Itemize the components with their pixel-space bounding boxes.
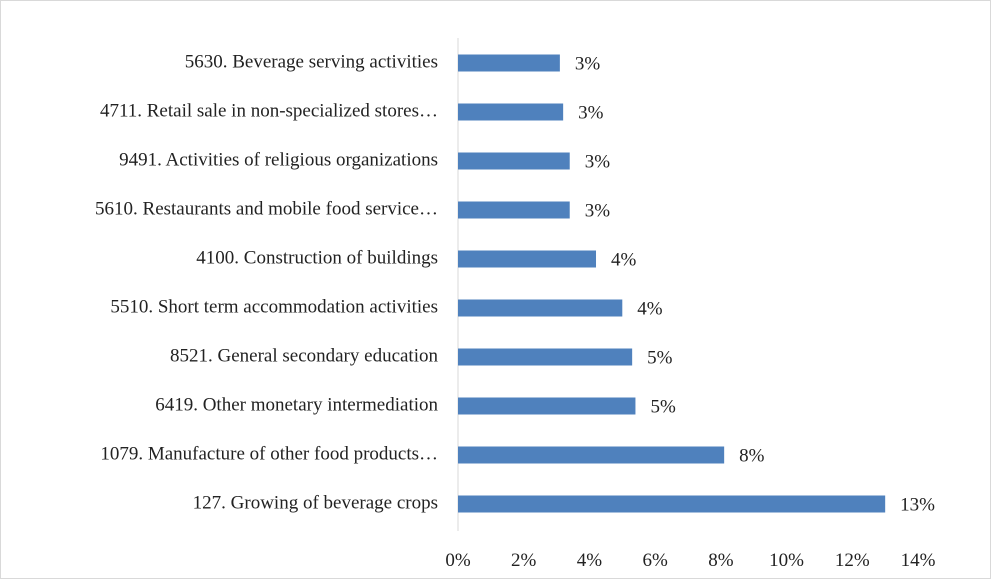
category-label: 9491. Activities of religious organizati… [119, 149, 438, 170]
category-label: 4100. Construction of buildings [196, 247, 438, 268]
bar [458, 397, 636, 415]
x-tick-label: 12% [835, 550, 870, 571]
x-tick-label: 8% [708, 550, 734, 571]
x-tick-label: 4% [577, 550, 603, 571]
bars [458, 54, 886, 513]
data-label: 3% [585, 151, 611, 172]
category-label: 5510. Short term accommodation activitie… [110, 296, 438, 317]
bar [458, 495, 886, 513]
x-tick-label: 10% [769, 550, 804, 571]
data-label: 3% [585, 200, 611, 221]
category-label: 127. Growing of beverage crops [193, 492, 438, 513]
x-tick-label: 0% [445, 550, 471, 571]
data-label: 3% [578, 102, 604, 123]
data-labels: 3% 3% 3% 3% 4% 4% 5% 5% 8% 13% [575, 53, 935, 515]
bar [458, 152, 570, 170]
x-tick-label: 2% [511, 550, 537, 571]
data-label: 13% [900, 494, 935, 515]
data-label: 5% [650, 396, 676, 417]
x-tick-label: 6% [642, 550, 668, 571]
category-label: 6419. Other monetary intermediation [155, 394, 438, 415]
bar [458, 54, 560, 72]
category-label: 5610. Restaurants and mobile food servic… [95, 198, 438, 219]
bar [458, 103, 564, 121]
x-axis-tick-labels: 0% 2% 4% 6% 8% 10% 12% 14% [445, 550, 935, 571]
bar [458, 201, 570, 219]
data-label: 4% [637, 298, 663, 319]
bar [458, 299, 623, 317]
bar [458, 446, 725, 464]
bar [458, 250, 597, 268]
category-label: 5630. Beverage serving activities [185, 51, 438, 72]
category-label: 1079. Manufacture of other food products… [100, 443, 438, 464]
category-label: 4711. Retail sale in non-specialized sto… [100, 100, 438, 121]
bar [458, 348, 633, 366]
data-label: 4% [611, 249, 637, 270]
category-labels: 5630. Beverage serving activities 4711. R… [95, 51, 438, 513]
data-label: 8% [739, 445, 765, 466]
category-label: 8521. General secondary education [170, 345, 439, 366]
data-label: 5% [647, 347, 673, 368]
x-tick-label: 14% [901, 550, 936, 571]
data-label: 3% [575, 53, 601, 74]
